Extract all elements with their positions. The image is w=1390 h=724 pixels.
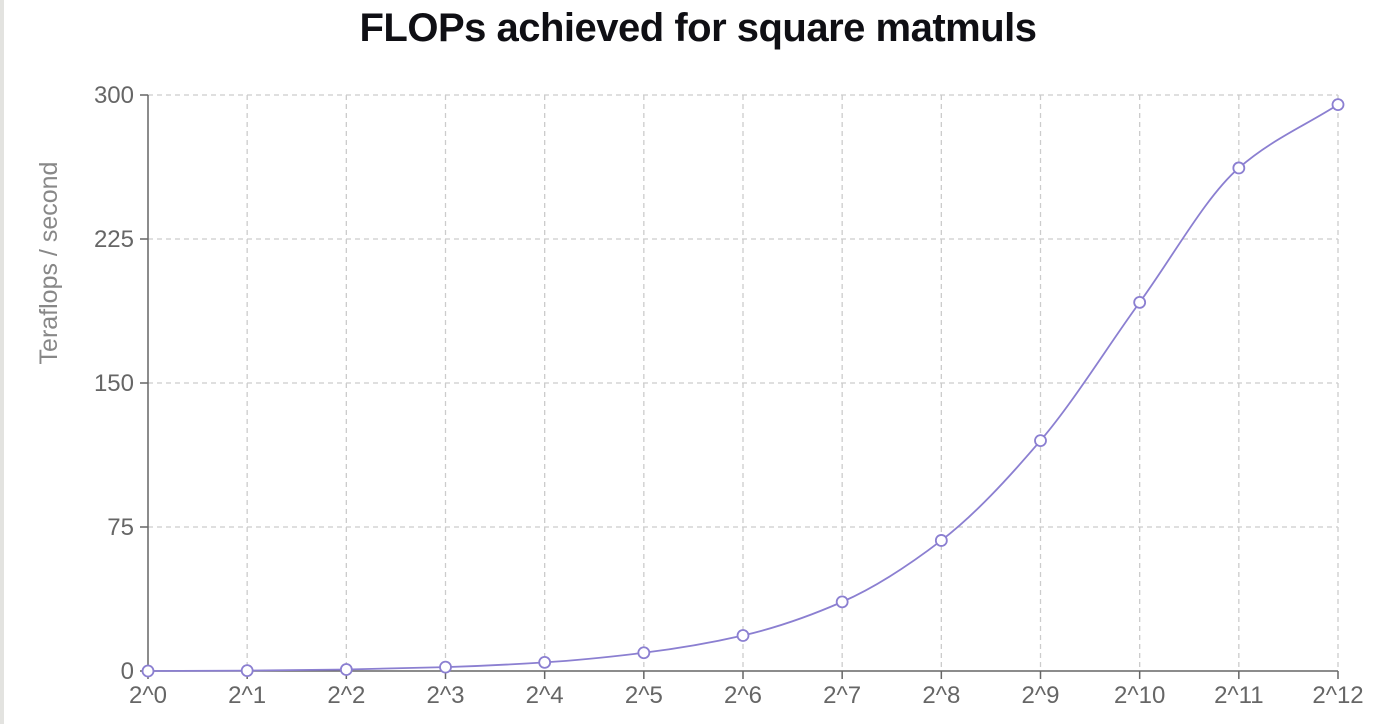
data-point: [1331, 98, 1345, 111]
x-tick-label: 2^11: [1214, 682, 1264, 709]
series: [141, 98, 1345, 678]
series-line: [147, 103, 1339, 672]
chart-title: FLOPs achieved for square matmuls: [359, 6, 1037, 50]
data-point: [835, 595, 849, 609]
data-point: [1034, 434, 1047, 448]
x-tick-label: 2^3: [427, 682, 465, 709]
window-edge: [0, 0, 4, 724]
data-point: [240, 664, 254, 678]
data-point: [637, 646, 651, 660]
x-tick-label: 2^12: [1312, 682, 1363, 709]
data-point: [141, 664, 155, 678]
x-tick-label: 2^8: [922, 682, 960, 709]
y-axis-title: Teraflops / second: [35, 162, 63, 365]
axes: [140, 94, 1339, 679]
y-tick-label: 150: [94, 370, 134, 397]
x-tick-label: 2^1: [228, 682, 266, 709]
data-point: [1232, 161, 1246, 175]
y-tick-label: 300: [94, 82, 134, 109]
tick-labels: 0 75 150 225 300 2^0 2^1 2^2 2^3 2^4 2^5 2^6 2^7 2^8 2…: [94, 82, 1364, 709]
x-tick-label: 2^4: [526, 682, 564, 709]
data-point: [934, 534, 948, 547]
x-tick-label: 2^7: [823, 682, 861, 709]
x-tick-label: 2^5: [625, 682, 663, 709]
data-point: [538, 655, 552, 669]
data-point: [339, 663, 353, 676]
y-tick-label: 75: [107, 514, 134, 541]
data-point: [439, 660, 452, 674]
data-point: [736, 629, 750, 642]
x-tick-label: 2^10: [1114, 682, 1165, 709]
y-tick-label: 225: [94, 226, 134, 253]
x-tick-label: 2^6: [724, 682, 762, 709]
x-tick-label: 2^0: [129, 682, 167, 709]
data-point: [1133, 295, 1147, 309]
x-tick-label: 2^2: [327, 682, 365, 709]
x-tick-label: 2^9: [1022, 682, 1060, 709]
grid: [148, 94, 1339, 671]
y-tick-label: 0: [121, 658, 134, 685]
